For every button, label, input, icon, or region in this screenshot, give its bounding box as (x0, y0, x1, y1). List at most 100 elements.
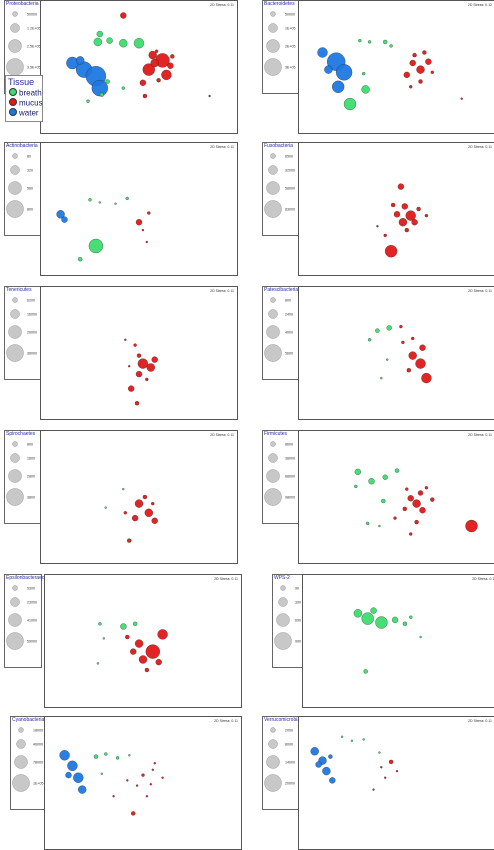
size-legend-label: 1E+05 (33, 782, 44, 786)
data-point-breath (93, 754, 99, 759)
size-legend-circle (264, 344, 282, 362)
data-point-breath (350, 739, 354, 742)
proteobacteria-nmds-plot: 2D Stress: 0.11 (40, 0, 238, 134)
size-legend-label: 58000 (285, 187, 295, 191)
data-point-mucus (376, 225, 379, 228)
data-point-breath (367, 338, 372, 342)
actinobacteria-size-legend: Actinobacteria 80 320 560 800 (4, 142, 42, 236)
size-legend-label: 36000 (27, 352, 37, 356)
data-point-mucus (393, 211, 401, 218)
data-point-breath (378, 524, 381, 528)
size-legend-circle (264, 774, 282, 792)
tissue-legend-item-mucus: mucus (9, 98, 43, 108)
data-point-water (328, 754, 333, 759)
data-point-mucus (151, 501, 155, 506)
size-legend-circle (16, 739, 26, 749)
size-legend-label: 8600 (285, 443, 293, 447)
bacteroidetes-size-legend: Bacteroidetes 50000 1E+05 2E+05 3E+05 (262, 0, 300, 94)
size-legend-circle (10, 309, 20, 319)
data-point-mucus (141, 228, 145, 232)
firmicutes-size-legend: Firmicutes 8600 38000 68000 98000 (262, 430, 300, 524)
data-point-mucus (408, 351, 417, 360)
data-point-mucus (144, 667, 150, 673)
data-point-breath (340, 735, 344, 738)
data-point-mucus (134, 401, 140, 406)
data-point-breath (100, 772, 103, 775)
data-point-breath (383, 39, 388, 45)
stress-label: 2D Stress: 0.11 (210, 3, 234, 7)
size-legend-circle (268, 453, 278, 463)
data-point-breath (409, 615, 413, 619)
size-legend-circle (8, 613, 22, 627)
data-point-mucus (384, 776, 387, 779)
water-swatch (9, 108, 17, 116)
patescibacteria-size-legend: Patescibacteria 800 2400 4000 5600 (262, 286, 300, 380)
data-point-mucus (154, 49, 159, 53)
data-point-mucus (416, 65, 425, 74)
data-point-mucus (151, 356, 158, 363)
data-point-breath (402, 621, 408, 626)
size-legend-circle (268, 739, 278, 749)
data-point-mucus (405, 210, 416, 221)
data-point-breath (381, 498, 386, 504)
panel-title: Firmicutes (264, 431, 288, 437)
data-point-mucus (407, 495, 414, 502)
size-legend-label: 23000 (27, 601, 37, 605)
data-point-breath (133, 621, 138, 626)
data-point-breath (362, 738, 365, 741)
data-point-breath (96, 662, 100, 665)
data-point-breath (125, 196, 129, 201)
size-legend-label: 41000 (27, 619, 37, 623)
size-legend-circle (10, 597, 20, 607)
data-point-breath (382, 474, 388, 480)
size-legend-label: 1E+05 (285, 27, 296, 31)
data-point-mucus (133, 343, 137, 347)
wps-2-nmds-plot: 2D Stress: 0.11 (302, 574, 494, 708)
verrucomicrobia-nmds-plot: 2D Stress: 0.11 (298, 716, 494, 850)
size-legend-label: 14000 (285, 761, 295, 765)
epsilonbacteraeota-size-legend: Epsilonbacteraeota 5300 23000 41000 59000 (4, 574, 49, 668)
data-point-breath (114, 202, 117, 205)
data-point-mucus (142, 63, 155, 76)
size-legend-label: 68000 (285, 475, 295, 479)
size-legend-label: 6500 (285, 155, 293, 159)
data-point-breath (367, 40, 372, 44)
data-point-mucus (422, 50, 427, 55)
size-legend-label: 8000 (285, 743, 293, 747)
data-point-mucus (145, 795, 149, 798)
size-legend-circle (12, 153, 18, 159)
panel-title: Proteobacteria (6, 1, 39, 7)
data-point-mucus (149, 783, 152, 786)
data-point-mucus (134, 639, 144, 648)
size-legend-label: 2.5E+05 (27, 45, 41, 49)
size-legend-circle (264, 58, 282, 76)
data-point-mucus (131, 514, 139, 522)
data-point-water (315, 761, 322, 768)
data-point-mucus (460, 97, 463, 100)
size-legend-label: 390 (295, 601, 301, 605)
data-point-mucus (135, 784, 139, 787)
size-legend-label: 5300 (27, 587, 35, 591)
data-point-breath (391, 616, 399, 624)
size-legend-circle (266, 325, 280, 339)
stress-label: 2D Stress: 0.11 (210, 433, 234, 437)
data-point-breath (380, 376, 383, 380)
size-legend-circle (266, 755, 280, 769)
data-point-mucus (399, 324, 403, 329)
data-point-mucus (401, 340, 405, 345)
size-legend-label: 800 (27, 443, 33, 447)
data-point-mucus (372, 788, 375, 791)
size-legend-circle (18, 727, 24, 733)
data-point-breath (102, 637, 105, 640)
size-legend-circle (6, 344, 24, 362)
data-point-mucus (128, 365, 131, 368)
data-point-breath (104, 506, 107, 509)
data-point-breath (370, 607, 377, 614)
size-legend-circle (266, 181, 280, 195)
panel-title: Epsilonbacteraeota (6, 575, 49, 581)
data-point-mucus (403, 71, 410, 79)
data-point-mucus (395, 769, 399, 773)
size-legend-label: 3800 (27, 496, 35, 500)
data-point-breath (115, 756, 120, 760)
data-point-mucus (135, 219, 143, 226)
